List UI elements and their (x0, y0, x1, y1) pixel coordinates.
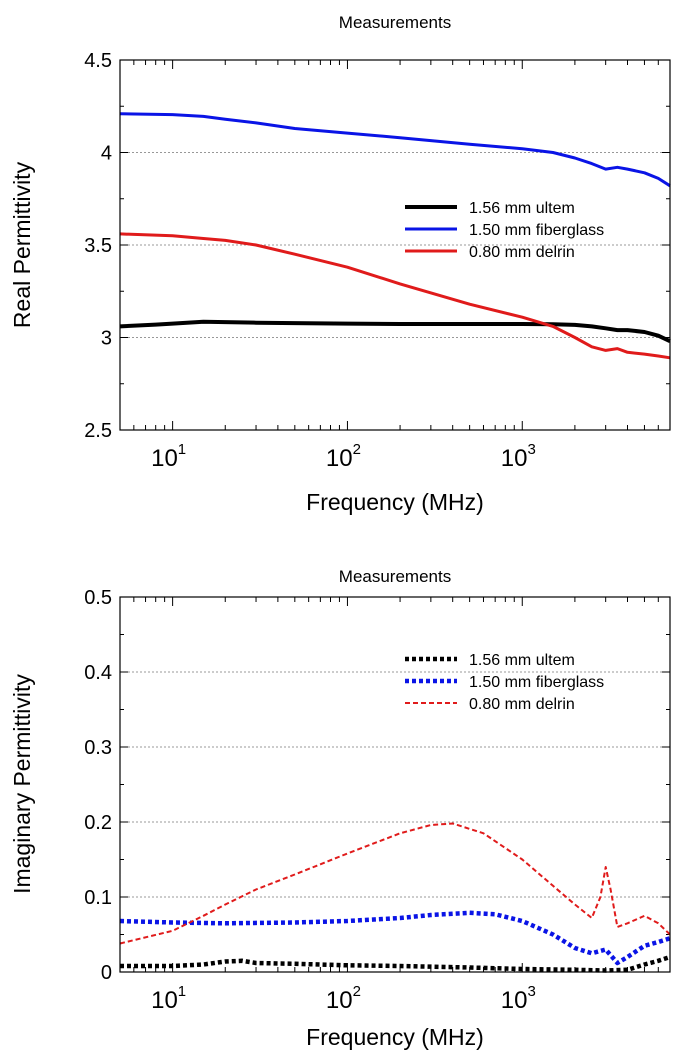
chart-title: Measurements (339, 13, 451, 32)
y-tick-label: 0.1 (84, 887, 112, 909)
grid-lines (120, 671, 670, 898)
x-tick-label: 103 (501, 441, 536, 472)
legend-entry: 0.80 mm delrin (469, 696, 575, 713)
plot-frame (119, 59, 671, 431)
x-tick-label: 103 (501, 983, 536, 1014)
y-axis-label: Real Permittivity (9, 161, 35, 328)
y-tick-label: 0 (101, 962, 112, 984)
series-line-1 (119, 319, 671, 344)
y-tick-label: 4 (101, 143, 112, 165)
x-axis-label: Frequency (MHz) (306, 489, 484, 515)
series-line-1 (120, 954, 671, 973)
series-line-3 (119, 232, 671, 360)
plot-frame (119, 596, 671, 973)
legend: 1.56 mm ultem 1.50 mm fiberglass 0.80 mm d… (405, 200, 604, 261)
series-line-2 (119, 910, 671, 966)
chart-title: Measurements (339, 567, 451, 586)
legend-entry: 0.80 mm delrin (469, 244, 575, 261)
y-tick-label: 3 (101, 328, 112, 350)
y-tick-label: 0.5 (84, 587, 112, 609)
y-axis-label: Imaginary Permittivity (9, 674, 35, 894)
y-tick-labels: 2.5 3 3.5 4 4.5 (84, 50, 112, 442)
x-tick-label: 102 (326, 983, 361, 1014)
series-line-2 (119, 112, 671, 188)
legend: 1.56 mm ultem 1.50 mm fiberglass 0.80 mm d… (405, 652, 604, 713)
real-permittivity-chart: Measurements 2.5 3 3.5 4 4.5 101 102 103 Frequ… (9, 13, 671, 515)
series-group (119, 822, 671, 973)
x-tick-label: 102 (326, 441, 361, 472)
x-tick-labels: 101 102 103 (151, 983, 536, 1014)
y-tick-labels: 0 0.1 0.2 0.3 0.4 0.5 (84, 587, 112, 984)
x-tick-label: 101 (151, 983, 186, 1014)
x-tick-label: 101 (151, 441, 186, 472)
series-group (119, 112, 671, 360)
y-tick-label: 4.5 (84, 50, 112, 72)
y-tick-label: 0.4 (84, 662, 112, 684)
x-axis-label: Frequency (MHz) (306, 1024, 484, 1050)
legend-entry: 1.50 mm fiberglass (469, 674, 604, 691)
grid-lines (120, 152, 670, 338)
legend-entry: 1.50 mm fiberglass (469, 222, 604, 239)
imaginary-permittivity-chart: Measurements 00.10.20.30.40.5 101 102 103 … (9, 567, 671, 1050)
y-tick-label: 0.2 (84, 812, 112, 834)
axis-ticks (119, 596, 671, 973)
series-line-3 (119, 822, 671, 945)
x-tick-labels: 101 102 103 (151, 441, 536, 472)
legend-entry: 1.56 mm ultem (469, 200, 575, 217)
y-tick-label: 3.5 (84, 235, 112, 257)
axis-ticks (119, 59, 671, 431)
y-tick-label: 2.5 (84, 420, 112, 442)
legend-entry: 1.56 mm ultem (469, 652, 575, 669)
y-tick-label: 0.3 (84, 737, 112, 759)
